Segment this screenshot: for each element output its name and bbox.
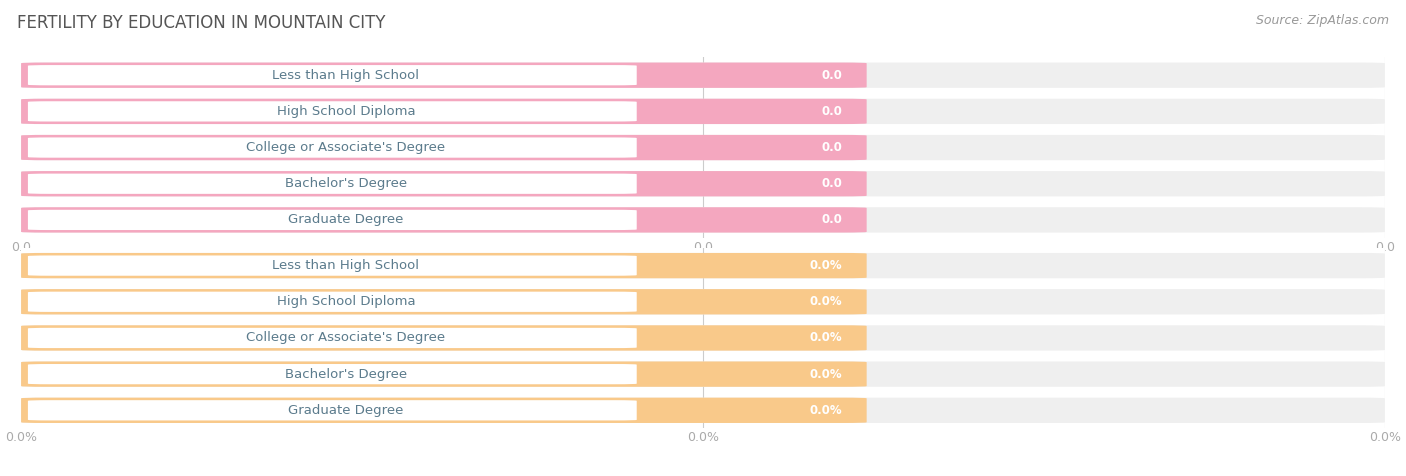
Text: 0.0%: 0.0% (810, 259, 842, 272)
FancyBboxPatch shape (28, 292, 637, 312)
Text: College or Associate's Degree: College or Associate's Degree (246, 331, 446, 345)
FancyBboxPatch shape (21, 99, 866, 124)
Text: 0.0: 0.0 (821, 69, 842, 82)
FancyBboxPatch shape (21, 207, 866, 233)
Text: 0.0: 0.0 (821, 105, 842, 118)
FancyBboxPatch shape (21, 253, 866, 278)
Text: FERTILITY BY EDUCATION IN MOUNTAIN CITY: FERTILITY BY EDUCATION IN MOUNTAIN CITY (17, 14, 385, 32)
FancyBboxPatch shape (28, 210, 637, 230)
FancyBboxPatch shape (21, 62, 866, 88)
FancyBboxPatch shape (28, 328, 637, 348)
FancyBboxPatch shape (21, 253, 1385, 278)
FancyBboxPatch shape (28, 174, 637, 194)
Text: 0.0%: 0.0% (810, 295, 842, 308)
Text: Graduate Degree: Graduate Degree (288, 213, 404, 227)
FancyBboxPatch shape (21, 171, 1385, 197)
Text: Bachelor's Degree: Bachelor's Degree (285, 367, 406, 381)
FancyBboxPatch shape (21, 289, 1385, 315)
FancyBboxPatch shape (21, 135, 1385, 160)
Text: 0.0%: 0.0% (810, 367, 842, 381)
FancyBboxPatch shape (21, 99, 1385, 124)
Text: Source: ZipAtlas.com: Source: ZipAtlas.com (1256, 14, 1389, 27)
FancyBboxPatch shape (21, 171, 866, 197)
FancyBboxPatch shape (21, 207, 1385, 233)
Text: Less than High School: Less than High School (273, 259, 419, 272)
FancyBboxPatch shape (28, 101, 637, 121)
Text: 0.0: 0.0 (821, 177, 842, 190)
FancyBboxPatch shape (28, 138, 637, 158)
Text: Bachelor's Degree: Bachelor's Degree (285, 177, 406, 190)
Text: 0.0: 0.0 (821, 213, 842, 227)
FancyBboxPatch shape (21, 289, 866, 315)
Text: College or Associate's Degree: College or Associate's Degree (246, 141, 446, 154)
Text: 0.0%: 0.0% (810, 404, 842, 417)
Text: 0.0%: 0.0% (810, 331, 842, 345)
FancyBboxPatch shape (21, 361, 1385, 387)
FancyBboxPatch shape (21, 135, 866, 160)
FancyBboxPatch shape (28, 256, 637, 276)
FancyBboxPatch shape (28, 364, 637, 384)
FancyBboxPatch shape (21, 325, 1385, 351)
FancyBboxPatch shape (21, 325, 866, 351)
FancyBboxPatch shape (21, 397, 1385, 423)
FancyBboxPatch shape (28, 400, 637, 420)
FancyBboxPatch shape (28, 65, 637, 85)
FancyBboxPatch shape (21, 397, 866, 423)
Text: High School Diploma: High School Diploma (277, 105, 415, 118)
Text: 0.0: 0.0 (821, 141, 842, 154)
FancyBboxPatch shape (21, 361, 866, 387)
Text: Less than High School: Less than High School (273, 69, 419, 82)
Text: Graduate Degree: Graduate Degree (288, 404, 404, 417)
FancyBboxPatch shape (21, 62, 1385, 88)
Text: High School Diploma: High School Diploma (277, 295, 415, 308)
